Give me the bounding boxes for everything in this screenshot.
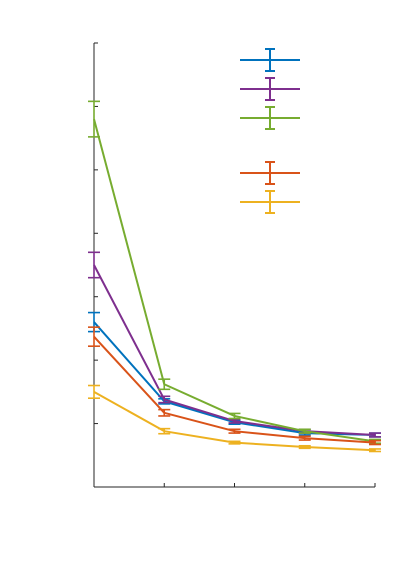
error-bar xyxy=(228,412,241,420)
series-group xyxy=(88,100,381,453)
error-bar xyxy=(298,444,311,450)
legend-entry-5 xyxy=(240,190,300,214)
error-bar xyxy=(88,100,100,138)
error-bar xyxy=(158,378,171,391)
error-bar xyxy=(369,432,381,438)
error-bar xyxy=(158,395,171,404)
series-3 xyxy=(88,100,381,445)
error-bar xyxy=(88,251,100,279)
error-bar xyxy=(369,448,381,453)
series-line xyxy=(93,118,376,443)
error-bar xyxy=(158,427,171,435)
error-bar xyxy=(228,428,241,434)
error-bar xyxy=(158,408,171,417)
error-bar xyxy=(369,439,381,446)
series-5 xyxy=(88,384,381,453)
legend-entry-3 xyxy=(240,106,300,130)
error-bar xyxy=(298,428,311,434)
legend-entry-2 xyxy=(240,77,300,101)
series-line xyxy=(93,335,376,444)
series-4 xyxy=(88,326,381,446)
legend xyxy=(240,48,300,214)
error-bar xyxy=(88,384,100,400)
error-bar xyxy=(88,326,100,347)
series-2 xyxy=(88,251,381,438)
error-bar xyxy=(228,440,241,445)
error-bar xyxy=(298,435,311,441)
legend-entry-1 xyxy=(240,48,300,72)
legend-entry-4 xyxy=(240,161,300,185)
series-line xyxy=(93,264,376,436)
